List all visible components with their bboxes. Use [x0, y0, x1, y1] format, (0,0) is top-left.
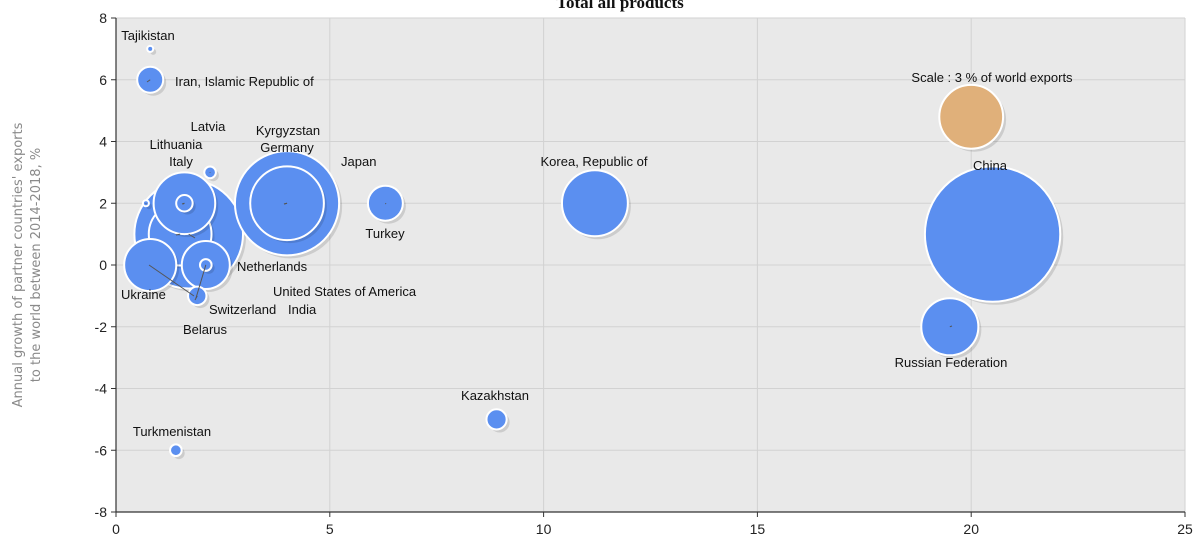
label-leader-line — [175, 233, 181, 236]
y-tick-label: -4 — [95, 381, 108, 397]
chart-title: Total all products — [556, 0, 684, 12]
bubble-label: India — [288, 302, 317, 317]
bubble-label: Russian Federation — [895, 355, 1008, 370]
label-leader-line — [188, 233, 196, 239]
scale-bubble — [938, 83, 1005, 150]
bubble-label: Turkey — [365, 226, 405, 241]
bubble — [923, 165, 1062, 303]
bubble-label: Kazakhstan — [461, 388, 529, 403]
bubble-label: China — [973, 158, 1008, 173]
bubble — [560, 169, 629, 238]
axes — [111, 17, 1186, 517]
label-leaders — [145, 79, 953, 328]
bubble — [169, 443, 183, 458]
x-tick-label: 20 — [963, 521, 979, 537]
label-leader-line — [283, 202, 288, 205]
label-leader-line — [146, 79, 151, 83]
bubble-label: Japan — [341, 154, 376, 169]
label-leader-line — [195, 264, 207, 299]
bubble-label: Tajikistan — [121, 28, 174, 43]
y-tick-label: 6 — [99, 72, 107, 88]
bubble-label: Lithuania — [150, 137, 204, 152]
y-tick-label: -8 — [95, 504, 108, 520]
label-leader-line — [181, 202, 185, 205]
x-tick-label: 10 — [536, 521, 552, 537]
label-leader-line — [194, 295, 198, 301]
bubbles — [123, 44, 1064, 460]
bubble-labels: Tajikistan Iran, Islamic Republic of Latvi… — [121, 28, 1008, 439]
y-tick-label: -6 — [95, 442, 108, 458]
x-tick-label: 5 — [326, 521, 334, 537]
label-leader-line — [385, 202, 387, 205]
y-tick-label: -2 — [95, 319, 108, 335]
bubble-label: Ukraine — [121, 287, 166, 302]
bubble-label: Germany — [260, 140, 314, 155]
bubble-label: Netherlands — [237, 259, 308, 274]
scale-legend-label: Scale : 3 % of world exports — [911, 70, 1073, 85]
bubble-label: Turkmenistan — [133, 424, 211, 439]
bubble — [123, 237, 178, 293]
bubble-label: United States of America — [273, 284, 417, 299]
y-axis-title-line-1: Annual growth of partner countries' expo… — [11, 122, 26, 407]
bubble-label: Italy — [169, 154, 193, 169]
bubble-label: Iran, Islamic Republic of — [175, 74, 314, 89]
y-tick-label: 2 — [99, 195, 107, 211]
bubble — [485, 408, 508, 431]
bubble-label: Korea, Republic of — [541, 154, 648, 169]
bubble — [146, 44, 155, 53]
x-tick-label: 15 — [750, 521, 766, 537]
y-tick-label: 8 — [99, 10, 107, 26]
y-tick-label: 4 — [99, 134, 107, 150]
label-leader-line — [148, 264, 195, 297]
bubble-label: Switzerland — [209, 302, 276, 317]
label-leader-line — [949, 325, 953, 328]
x-tick-label: 25 — [1177, 521, 1193, 537]
x-tick-label: 0 — [112, 521, 120, 537]
bubble-label: Kyrgyzstan — [256, 123, 320, 138]
y-axis-title-line-2: to the world between 2014-2018, % — [29, 148, 44, 382]
bubble-label: Belarus — [183, 322, 228, 337]
bubble-label: Latvia — [191, 119, 226, 134]
y-tick-label: 0 — [99, 257, 107, 273]
